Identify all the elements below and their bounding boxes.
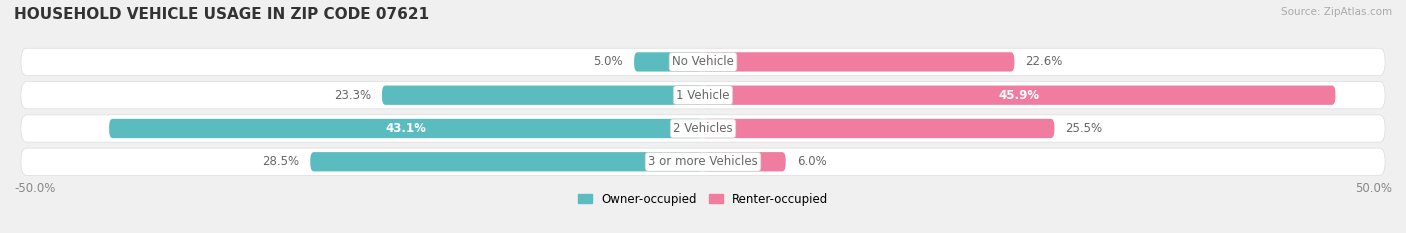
FancyBboxPatch shape	[21, 148, 1385, 175]
Text: 2 Vehicles: 2 Vehicles	[673, 122, 733, 135]
FancyBboxPatch shape	[311, 152, 703, 171]
Text: 43.1%: 43.1%	[385, 122, 426, 135]
Text: 22.6%: 22.6%	[1025, 55, 1063, 69]
Legend: Owner-occupied, Renter-occupied: Owner-occupied, Renter-occupied	[572, 188, 834, 211]
Text: 6.0%: 6.0%	[797, 155, 827, 168]
FancyBboxPatch shape	[110, 119, 703, 138]
Text: No Vehicle: No Vehicle	[672, 55, 734, 69]
Text: -50.0%: -50.0%	[14, 182, 55, 195]
Text: 23.3%: 23.3%	[333, 89, 371, 102]
FancyBboxPatch shape	[382, 86, 703, 105]
Text: Source: ZipAtlas.com: Source: ZipAtlas.com	[1281, 7, 1392, 17]
Text: 25.5%: 25.5%	[1066, 122, 1102, 135]
FancyBboxPatch shape	[703, 52, 1014, 72]
FancyBboxPatch shape	[703, 152, 786, 171]
Text: HOUSEHOLD VEHICLE USAGE IN ZIP CODE 07621: HOUSEHOLD VEHICLE USAGE IN ZIP CODE 0762…	[14, 7, 429, 22]
Text: 3 or more Vehicles: 3 or more Vehicles	[648, 155, 758, 168]
Text: 45.9%: 45.9%	[998, 89, 1040, 102]
Text: 50.0%: 50.0%	[1355, 182, 1392, 195]
Text: 1 Vehicle: 1 Vehicle	[676, 89, 730, 102]
FancyBboxPatch shape	[634, 52, 703, 72]
Text: 28.5%: 28.5%	[262, 155, 299, 168]
Text: 5.0%: 5.0%	[593, 55, 623, 69]
FancyBboxPatch shape	[21, 82, 1385, 109]
FancyBboxPatch shape	[703, 86, 1336, 105]
FancyBboxPatch shape	[21, 115, 1385, 142]
FancyBboxPatch shape	[21, 48, 1385, 75]
FancyBboxPatch shape	[703, 119, 1054, 138]
